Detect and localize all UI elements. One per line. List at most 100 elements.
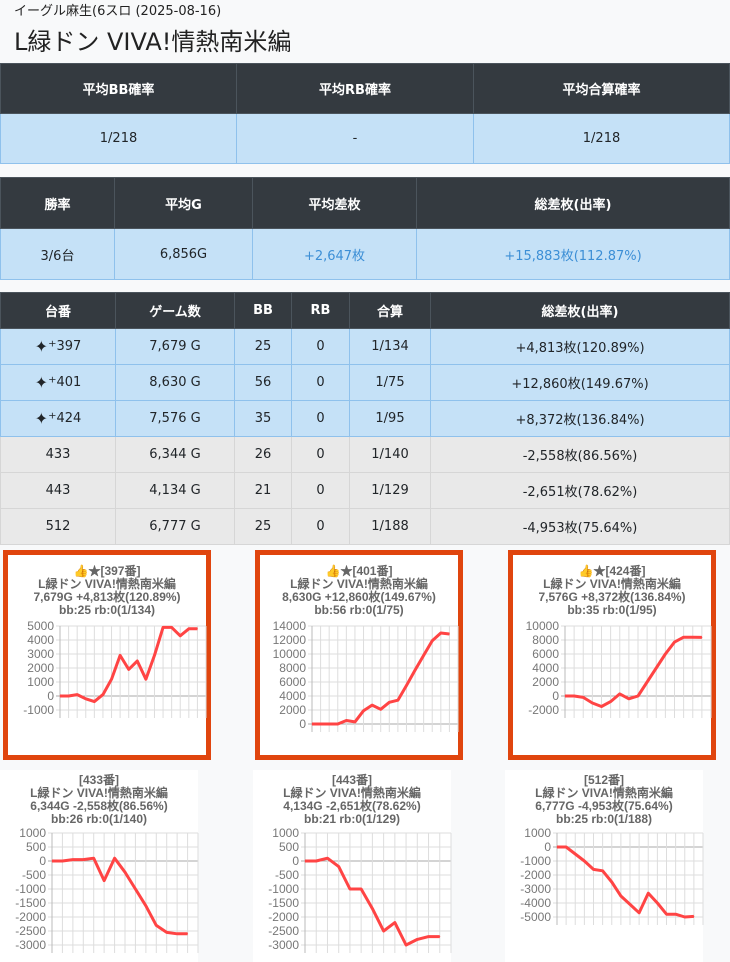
chart-line: L緑ドン VIVA!情熱南米編	[543, 577, 681, 591]
header-avg-rb: 平均RB確率	[236, 63, 474, 114]
y-tick-label: 1000	[524, 826, 551, 840]
data-point	[337, 723, 339, 725]
table-row[interactable]: ✦⁺401 8,630 G 56 0 1/75 +12,860枚(149.67%)	[0, 364, 730, 401]
data-point	[556, 846, 558, 848]
data-point	[423, 654, 425, 656]
cell-text: 401	[56, 375, 82, 390]
chart-card[interactable]: 👍★[424番] L緑ドン VIVA!情熱南米編 7,576G +8,372枚(13…	[508, 550, 716, 760]
cell-rb: 0	[291, 436, 350, 473]
cell-text: 512	[45, 519, 71, 534]
data-point	[345, 720, 347, 721]
y-tick-label: 1000	[19, 826, 46, 840]
cell-text: 433	[45, 447, 71, 462]
chart-caption: 👍★[401番] L緑ドン VIVA!情熱南米編 8,630G +12,860枚(1…	[260, 565, 458, 617]
header-rb: RB	[291, 292, 350, 329]
chart-line: L緑ドン VIVA!情熱南米編	[38, 577, 176, 591]
data-point	[363, 710, 365, 712]
table-row[interactable]: 443 4,134 G 21 0 1/129 -2,651枚(78.62%)	[0, 472, 730, 509]
data-point	[124, 871, 126, 873]
data-point	[601, 706, 602, 707]
chart-line: L緑ドン VIVA!情熱南米編	[290, 577, 428, 591]
header-games: ゲーム数	[115, 292, 235, 329]
y-tick-label: 0	[39, 854, 46, 868]
table-row[interactable]: ✦⁺397 7,679 G 25 0 1/134 +4,813枚(120.89%)	[0, 328, 730, 365]
y-tick-label: 4000	[27, 633, 54, 647]
chart-line: bb:25 rb:0(1/134)	[58, 603, 156, 617]
data-point	[573, 695, 575, 697]
y-tick-label: -500	[275, 868, 299, 882]
data-point	[176, 933, 178, 935]
data-point	[68, 695, 70, 697]
data-point	[114, 857, 116, 859]
y-tick-label: 6000	[279, 675, 306, 689]
data-point	[166, 931, 168, 933]
chart-title: 👍★[397番]	[73, 564, 141, 578]
table-row[interactable]: ✦⁺424 7,576 G 35 0 1/95 +8,372枚(136.84%)	[0, 400, 730, 437]
cell-unit-no: ✦⁺424	[0, 400, 116, 437]
chart-caption: 👍★[424番] L緑ドン VIVA!情熱南米編 7,576G +8,372枚(13…	[513, 565, 711, 617]
y-tick-label: -2000	[268, 910, 299, 924]
cell-text: 0	[316, 411, 325, 426]
data-point	[388, 701, 390, 703]
data-point	[428, 936, 430, 938]
chart-card[interactable]: [433番] L緑ドン VIVA!情熱南米編 6,344G -2,558枚(86.5…	[0, 770, 199, 962]
y-tick-label: -2000	[520, 868, 551, 882]
data-point	[51, 860, 53, 862]
data-point	[574, 853, 576, 855]
data-point	[405, 685, 407, 686]
y-tick-label: 1000	[272, 826, 299, 840]
cell-text: 7,576 G	[149, 411, 201, 426]
y-tick-label: -1000	[23, 703, 54, 717]
data-point	[136, 660, 138, 662]
cell-bb: 21	[234, 472, 292, 509]
cell-unit-no: ✦⁺401	[0, 364, 116, 401]
header-diff: 総差枚(出率)	[430, 292, 730, 329]
cell-games: 7,576 G	[115, 400, 235, 437]
chart-card[interactable]: [443番] L緑ドン VIVA!情熱南米編 4,134G -2,651枚(78.6…	[253, 770, 452, 962]
header-avg-total: 平均合算確率	[473, 63, 730, 114]
y-tick-label: 1000	[27, 675, 54, 689]
y-tick-label: 3000	[27, 647, 54, 661]
cell-text: 0	[316, 447, 325, 462]
cell-text: 6,777 G	[149, 519, 201, 534]
data-point	[85, 698, 87, 700]
y-tick-label: 5000	[27, 619, 54, 633]
chart-title: [433番]	[78, 773, 119, 787]
cell-unit-no: ✦⁺397	[0, 328, 116, 365]
chart-caption: [512番] L緑ドン VIVA!情熱南米編 6,777G -4,953枚(75.6…	[505, 774, 703, 826]
chart-card[interactable]: 👍★[397番] L緑ドン VIVA!情熱南米編 7,679G +4,813枚(12…	[3, 550, 211, 760]
cell-text: 56	[254, 375, 272, 390]
chart-line: bb:35 rb:0(1/95)	[567, 603, 657, 617]
chart-card[interactable]: 👍★[401番] L緑ドン VIVA!情熱南米編 8,630G +12,860枚(1…	[255, 550, 463, 760]
data-point	[692, 636, 694, 638]
header-win-rate: 勝率	[0, 177, 115, 229]
cell-text: 1/188	[371, 519, 409, 534]
chart-caption: [443番] L緑ドン VIVA!情熱南米編 4,134G -2,651枚(78.6…	[253, 774, 451, 826]
unit-table: 台番 ゲーム数 BB RB 合算 総差枚(出率) ✦⁺397 7,679 G 25 0…	[0, 292, 730, 545]
data-point	[683, 636, 685, 638]
cell-rb: 0	[291, 472, 350, 509]
cell-text: -2,651枚(78.62%)	[522, 485, 638, 500]
cell-text: 0	[316, 519, 325, 534]
data-point	[582, 696, 584, 698]
sparkle-icon: ✦⁺	[34, 409, 57, 428]
data-point	[196, 628, 198, 630]
chart-card[interactable]: [512番] L緑ドン VIVA!情熱南米編 6,777G -4,953枚(75.6…	[505, 770, 704, 962]
table-row[interactable]: 433 6,344 G 26 0 1/140 -2,558枚(86.56%)	[0, 436, 730, 473]
y-tick-label: 8000	[279, 661, 306, 675]
chart-line: bb:25 rb:0(1/188)	[555, 812, 653, 826]
data-point	[591, 702, 593, 704]
cell-games: 4,134 G	[115, 472, 235, 509]
cell-rb: 0	[291, 364, 350, 401]
table-row[interactable]: 512 6,777 G 25 0 1/188 -4,953枚(75.64%)	[0, 508, 730, 545]
data-point	[394, 922, 396, 924]
chart-title: 👍★[424番]	[578, 564, 646, 578]
chart-line: 6,344G -2,558枚(86.56%)	[30, 799, 168, 813]
data-point	[153, 654, 155, 656]
chart-line: L緑ドン VIVA!情熱南米編	[30, 786, 168, 800]
header-avg-games: 平均G	[114, 177, 253, 229]
chart-line: 4,134G -2,651枚(78.62%)	[283, 799, 421, 813]
y-tick-label: 0	[292, 854, 299, 868]
data-point	[82, 859, 84, 861]
data-point	[187, 933, 189, 935]
